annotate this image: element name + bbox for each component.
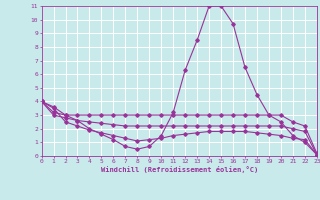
X-axis label: Windchill (Refroidissement éolien,°C): Windchill (Refroidissement éolien,°C): [100, 166, 258, 173]
